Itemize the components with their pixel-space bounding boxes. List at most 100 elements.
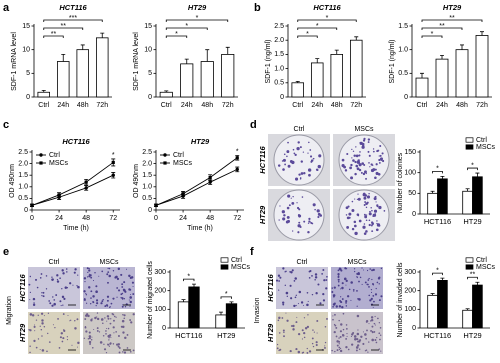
y-tick-label: 2.5 — [274, 23, 284, 30]
colony — [354, 172, 357, 176]
colony — [281, 210, 285, 214]
cell — [98, 331, 101, 333]
colony — [292, 195, 294, 198]
bar — [310, 62, 324, 98]
column-label: Ctrl — [294, 126, 305, 133]
cell — [353, 335, 357, 338]
cell — [115, 331, 117, 333]
cell — [356, 272, 359, 275]
cell — [378, 332, 381, 335]
colony — [368, 162, 370, 164]
x-tick-label: 48h — [331, 102, 343, 109]
line — [31, 174, 114, 206]
error-bar — [465, 308, 470, 311]
cell — [85, 330, 88, 333]
cell — [372, 268, 375, 271]
colony — [353, 154, 356, 157]
cell — [368, 294, 371, 297]
cell — [375, 287, 377, 290]
cell — [34, 330, 36, 332]
cell — [311, 342, 314, 345]
colony — [341, 158, 345, 162]
cell — [365, 349, 368, 351]
cell — [336, 344, 339, 347]
sig-label: * — [306, 31, 309, 38]
x-tick-label: HCT116 — [424, 217, 451, 226]
cell — [116, 287, 119, 289]
sig-label: * — [431, 31, 434, 38]
cell — [112, 270, 115, 272]
bar — [427, 294, 438, 329]
error-bar — [430, 190, 435, 194]
sig-label: * — [436, 166, 439, 173]
cell — [315, 341, 318, 344]
cell — [41, 319, 44, 322]
sig-bracket — [297, 27, 338, 30]
cell — [87, 314, 90, 318]
cell — [88, 269, 91, 272]
cell — [28, 329, 30, 331]
colony — [316, 209, 320, 213]
colony — [297, 224, 301, 228]
cell — [345, 301, 347, 304]
bar — [221, 54, 235, 98]
cell — [107, 327, 110, 330]
row-label: HCT116 — [18, 273, 27, 301]
cell — [70, 319, 72, 321]
chart-title: HT29 — [443, 3, 462, 12]
cell — [286, 295, 288, 298]
cell — [61, 269, 64, 272]
legend-swatch — [220, 257, 229, 263]
cell — [122, 325, 125, 329]
cell — [107, 281, 109, 284]
colony — [293, 152, 296, 155]
x-tick-label: Ctrl — [38, 102, 49, 109]
colony — [352, 150, 355, 152]
cell — [312, 345, 315, 348]
cell — [37, 314, 39, 316]
sig-label: * — [196, 15, 199, 22]
cell — [283, 335, 285, 338]
colony — [296, 147, 300, 151]
cell — [76, 346, 78, 348]
colony — [367, 141, 370, 143]
cell — [54, 327, 56, 329]
colony — [355, 154, 359, 158]
colony — [308, 173, 311, 177]
colony — [308, 217, 311, 221]
colony — [356, 167, 360, 171]
y-tick-label: 0 — [412, 325, 416, 332]
colony — [362, 172, 366, 176]
colony — [354, 224, 357, 228]
row-label: HCT116 — [266, 273, 275, 301]
error-bar — [480, 31, 484, 36]
cell — [345, 305, 348, 307]
cell — [121, 283, 124, 286]
cell — [338, 343, 340, 345]
chart-title: HCT116 — [59, 3, 87, 12]
cell — [322, 293, 325, 296]
colony — [364, 170, 367, 174]
colony — [287, 164, 291, 168]
colony — [350, 163, 353, 167]
cell — [84, 326, 87, 329]
cell — [380, 267, 383, 270]
cell — [304, 327, 308, 330]
colony — [380, 159, 383, 162]
colony — [303, 172, 306, 175]
x-tick-label: 48h — [77, 102, 89, 109]
bar — [177, 301, 190, 329]
colony — [363, 163, 366, 166]
x-tick-label: 24h — [181, 102, 193, 109]
cell — [121, 305, 124, 308]
y-tick-label: 150 — [404, 149, 416, 156]
cell — [64, 286, 68, 289]
cell — [116, 343, 119, 346]
cell — [104, 317, 106, 319]
cell — [373, 300, 375, 303]
cell — [375, 341, 378, 344]
cell — [85, 314, 88, 317]
cell — [356, 289, 358, 292]
error-bar — [475, 172, 480, 177]
colony — [307, 152, 309, 154]
